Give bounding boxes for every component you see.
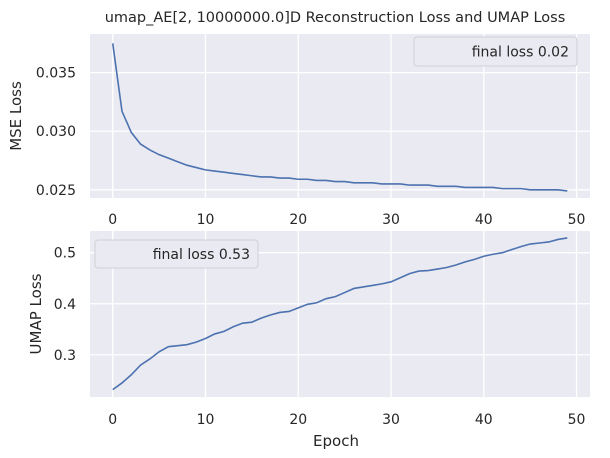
chart-title: umap_AE[2, 10000000.0]D Reconstruction L… xyxy=(105,10,566,26)
mse-loss-line xyxy=(111,43,568,192)
mse-legend-box xyxy=(413,36,578,67)
umap-legend-box xyxy=(94,239,259,269)
x-axis-label: Epoch xyxy=(313,432,359,450)
umap-x-tick-label: 10 xyxy=(197,412,215,428)
umap-x-tick-label: 20 xyxy=(289,412,307,428)
umap-y-tick-labels: 0.3 0.4 0.5 xyxy=(54,246,76,364)
umap-x-tick-labels: 0 10 20 30 40 50 xyxy=(108,412,585,428)
umap-loss-subplot: 0 10 20 30 40 50 0.3 0.4 0.5 Epoch UMAP Loss fi… xyxy=(27,231,590,450)
umap-y-axis-label: UMAP Loss xyxy=(27,273,45,354)
umap-y-tick-label: 0.5 xyxy=(54,246,76,262)
mse-x-tick-label: 10 xyxy=(197,212,215,228)
umap-x-tick-label: 50 xyxy=(568,412,586,428)
umap-legend: final loss 0.53 xyxy=(94,239,259,269)
umap-x-tick-label: 0 xyxy=(108,412,117,428)
umap-x-tick-label: 30 xyxy=(382,412,400,428)
mse-y-tick-label: 0.035 xyxy=(36,66,76,82)
mse-y-tick-label: 0.030 xyxy=(36,124,76,140)
mse-x-tick-labels: 0 10 20 30 40 50 xyxy=(108,212,585,228)
mse-y-tick-labels: 0.025 0.030 0.035 xyxy=(36,66,76,199)
mse-loss-subplot: 0 10 20 30 40 50 0.025 0.030 0.035 umap_AE[2, 1… xyxy=(7,10,590,228)
mse-y-axis-label: MSE Loss xyxy=(7,81,25,151)
mse-x-tick-label: 20 xyxy=(289,212,307,228)
mse-legend: final loss 0.02 xyxy=(413,36,578,67)
mse-x-tick-label: 50 xyxy=(568,212,586,228)
umap-loss-line xyxy=(112,237,568,391)
umap-y-tick-label: 0.3 xyxy=(54,348,76,364)
mse-legend-label: final loss 0.02 xyxy=(472,45,569,61)
umap-y-tick-label: 0.4 xyxy=(54,297,76,313)
mse-y-tick-label: 0.025 xyxy=(36,183,76,199)
mse-x-tick-label: 30 xyxy=(382,212,400,228)
mse-x-tick-label: 40 xyxy=(475,212,493,228)
mse-x-tick-label: 0 xyxy=(108,212,117,228)
umap-x-tick-label: 40 xyxy=(475,412,493,428)
umap-legend-label: final loss 0.53 xyxy=(153,247,250,263)
mse-gridlines xyxy=(90,34,590,198)
